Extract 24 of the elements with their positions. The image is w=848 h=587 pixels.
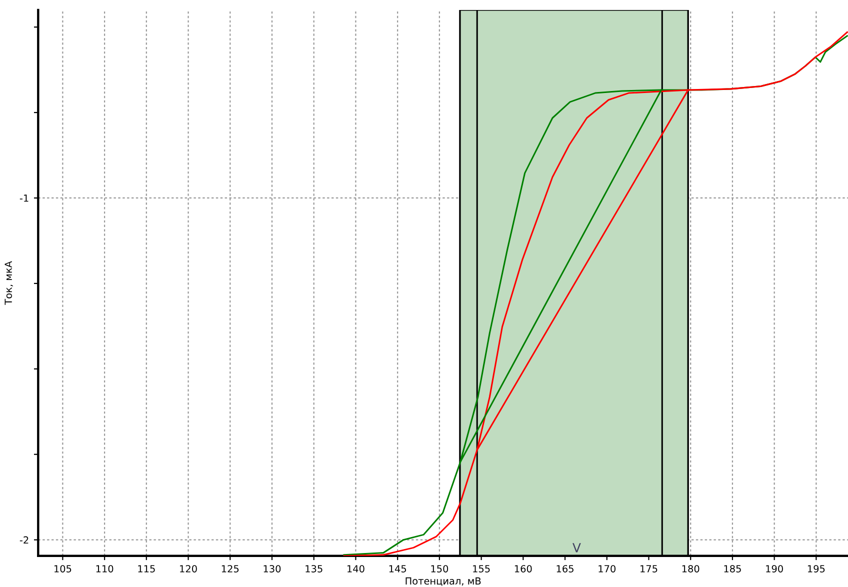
x-tick-label: 165 [556, 565, 574, 572]
x-tick-label: 160 [514, 565, 532, 572]
x-tick-label: 110 [96, 565, 114, 572]
x-tick-label: 125 [222, 565, 239, 572]
x-tick-label: 145 [389, 565, 406, 572]
x-tick-label: 175 [640, 565, 658, 572]
x-tick-label: 190 [766, 565, 783, 572]
x-tick-label: 195 [808, 565, 825, 572]
x-tick-label: 140 [348, 565, 364, 572]
x-tick-label: 155 [473, 565, 490, 572]
y-tick-label: -2 [20, 536, 28, 544]
x-tick-label: 185 [724, 565, 741, 572]
x-tick-label: 135 [306, 565, 322, 572]
x-tick-label: 150 [431, 565, 448, 572]
y-axis-title: Ток, мкА [4, 261, 13, 305]
annotation: V [572, 543, 581, 552]
x-tick-label: 130 [264, 565, 281, 572]
y-tick-label: -1 [20, 194, 28, 202]
x-tick-label: 115 [138, 565, 155, 572]
x-tick-label: 105 [54, 565, 72, 572]
x-tick-label: 120 [180, 565, 197, 572]
x-tick-label: 180 [682, 565, 700, 572]
x-tick-label: 170 [598, 565, 616, 572]
x-axis-title: Потенциал, мВ [406, 577, 481, 586]
